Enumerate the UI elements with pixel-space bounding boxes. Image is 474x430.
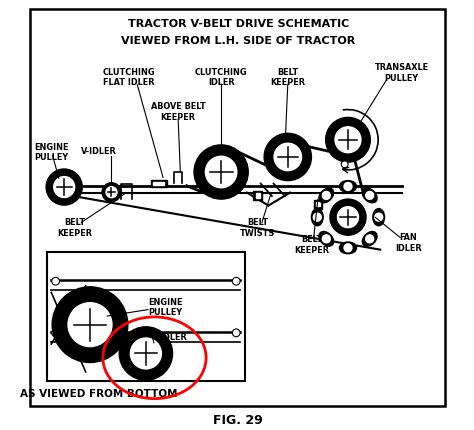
Circle shape	[52, 329, 59, 337]
Circle shape	[52, 287, 128, 362]
Text: CLUTCHING
IDLER: CLUTCHING IDLER	[195, 68, 247, 87]
Text: CLUTCHING
FLAT IDLER: CLUTCHING FLAT IDLER	[102, 68, 155, 87]
Circle shape	[335, 127, 361, 153]
Circle shape	[326, 117, 370, 162]
Text: TRACTOR V-BELT DRIVE SCHEMATIC: TRACTOR V-BELT DRIVE SCHEMATIC	[128, 18, 349, 29]
Ellipse shape	[362, 188, 377, 203]
Circle shape	[102, 183, 121, 202]
Circle shape	[344, 244, 352, 252]
Text: ENGINE
PULLEY: ENGINE PULLEY	[148, 298, 182, 317]
FancyBboxPatch shape	[151, 180, 166, 187]
Circle shape	[52, 277, 59, 285]
Circle shape	[366, 235, 374, 243]
Circle shape	[119, 327, 173, 380]
Circle shape	[313, 213, 321, 221]
Circle shape	[54, 177, 75, 197]
Text: ABOVE BELT
KEEPER: ABOVE BELT KEEPER	[151, 102, 206, 122]
Ellipse shape	[319, 188, 334, 203]
Text: AS VIEWED FROM BOTTOM: AS VIEWED FROM BOTTOM	[20, 389, 177, 399]
Bar	[316, 202, 320, 206]
Circle shape	[264, 133, 311, 181]
Circle shape	[130, 338, 161, 369]
Circle shape	[68, 303, 112, 347]
Circle shape	[232, 329, 240, 337]
Circle shape	[106, 187, 117, 198]
Bar	[47, 252, 245, 381]
Ellipse shape	[362, 231, 377, 246]
Text: BELT
TWISTS: BELT TWISTS	[240, 218, 275, 238]
Text: V-IDLER: V-IDLER	[152, 333, 188, 342]
Circle shape	[375, 213, 383, 221]
Text: TRANSAXLE
PULLEY: TRANSAXLE PULLEY	[374, 63, 429, 83]
Circle shape	[274, 143, 301, 171]
Circle shape	[194, 145, 248, 199]
Circle shape	[232, 277, 240, 285]
Circle shape	[330, 199, 366, 235]
Text: V-IDLER: V-IDLER	[81, 147, 117, 156]
Circle shape	[205, 156, 237, 188]
Ellipse shape	[339, 181, 356, 192]
Text: BELT
KEEPER: BELT KEEPER	[294, 235, 329, 255]
Bar	[255, 194, 260, 198]
Bar	[254, 191, 262, 200]
Circle shape	[341, 161, 348, 168]
Text: FAN
IDLER: FAN IDLER	[395, 233, 421, 253]
Text: BELT
KEEPER: BELT KEEPER	[57, 218, 92, 238]
Text: BELT
KEEPER: BELT KEEPER	[270, 68, 305, 87]
Text: ENGINE
PULLEY: ENGINE PULLEY	[34, 143, 69, 163]
Circle shape	[322, 191, 330, 200]
FancyBboxPatch shape	[153, 182, 164, 185]
Circle shape	[322, 235, 330, 243]
Circle shape	[46, 169, 82, 205]
Circle shape	[344, 182, 352, 190]
Ellipse shape	[339, 242, 356, 254]
Circle shape	[337, 207, 358, 227]
Ellipse shape	[373, 209, 384, 226]
Ellipse shape	[319, 231, 334, 246]
Text: FIG. 29: FIG. 29	[213, 414, 263, 427]
Bar	[314, 200, 322, 209]
Text: VIEWED FROM L.H. SIDE OF TRACTOR: VIEWED FROM L.H. SIDE OF TRACTOR	[121, 36, 356, 46]
Ellipse shape	[311, 209, 323, 226]
Circle shape	[366, 191, 374, 200]
